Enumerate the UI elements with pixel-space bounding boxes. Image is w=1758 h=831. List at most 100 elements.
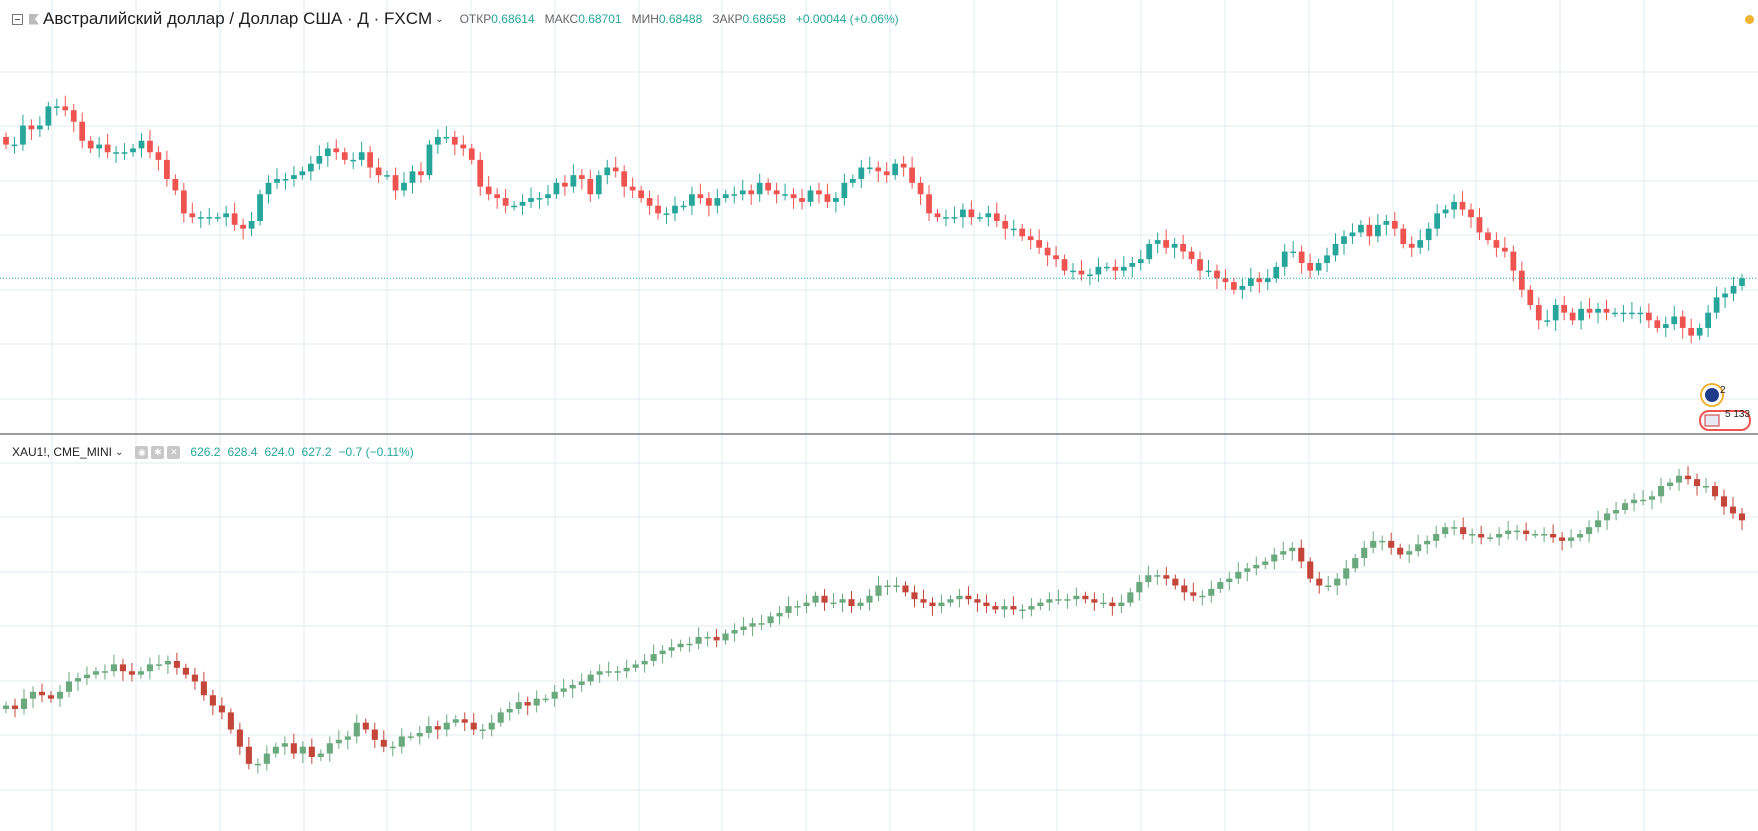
aud-candle[interactable] (545, 185, 551, 206)
aud-candle[interactable] (722, 189, 729, 203)
aud-candle[interactable] (401, 172, 407, 197)
aud-candle[interactable] (1510, 245, 1517, 282)
aud-candle[interactable] (180, 182, 187, 223)
xau-candle[interactable] (1208, 580, 1215, 603)
xau-candle[interactable] (659, 645, 666, 664)
aud-candle[interactable] (1612, 308, 1618, 318)
aud-candle[interactable] (1654, 315, 1661, 333)
xau-candle[interactable] (83, 666, 91, 685)
aud-candle[interactable] (206, 208, 213, 225)
xau-candle[interactable] (1604, 507, 1611, 530)
xau-candle[interactable] (695, 627, 702, 650)
xau-candle[interactable] (1082, 591, 1089, 604)
xau-candle[interactable] (1406, 544, 1413, 563)
aud-candle[interactable] (87, 136, 94, 154)
xau-candle[interactable] (713, 628, 720, 648)
xau-candle[interactable] (1451, 520, 1458, 536)
aud-candle[interactable] (257, 189, 263, 226)
aud-candle[interactable] (155, 146, 162, 171)
aud-candle[interactable] (1637, 306, 1644, 324)
aud-candle[interactable] (1561, 295, 1568, 321)
aud-candle[interactable] (375, 158, 382, 183)
aud-candle[interactable] (367, 146, 374, 179)
aud-candle[interactable] (917, 176, 924, 205)
aud-candle[interactable] (1146, 239, 1153, 264)
aud-candle[interactable] (739, 179, 746, 201)
xau-candle[interactable] (1019, 604, 1026, 620)
xau-candle[interactable] (830, 593, 837, 609)
xau-candle[interactable] (515, 692, 522, 715)
aud-candle[interactable] (147, 130, 153, 159)
xau-candle[interactable] (632, 660, 639, 672)
xau-candle[interactable] (776, 606, 783, 625)
aud-candle[interactable] (1468, 203, 1474, 228)
xau-candle[interactable] (263, 745, 270, 771)
aud-candle[interactable] (1629, 301, 1635, 319)
aud-candle[interactable] (307, 156, 314, 181)
aud-candle[interactable] (816, 182, 822, 204)
aud-candle[interactable] (121, 143, 128, 160)
aud-candle[interactable] (1442, 204, 1449, 218)
xau-candle[interactable] (1298, 539, 1305, 569)
xau-candle[interactable] (821, 588, 828, 611)
aud-candle[interactable] (1205, 259, 1212, 277)
event-markers[interactable]: 2 5 133 (1699, 383, 1751, 431)
aud-candle[interactable] (587, 169, 594, 202)
xau-candle[interactable] (488, 714, 495, 737)
notification-dot-icon[interactable] (1745, 15, 1754, 24)
aud-candle[interactable] (985, 205, 992, 227)
xau-candle[interactable] (749, 617, 756, 637)
xau-candle[interactable] (1226, 571, 1233, 591)
xau-candle[interactable] (1568, 529, 1575, 548)
xau-candle[interactable] (911, 585, 918, 608)
xau-candle[interactable] (1577, 529, 1584, 542)
xau-candle[interactable] (497, 708, 504, 727)
aud-candle[interactable] (900, 156, 907, 177)
secondary-symbol[interactable]: XAU1!, CME_MINI (12, 445, 113, 459)
xau-candle[interactable] (569, 679, 576, 698)
aud-candle[interactable] (1730, 276, 1737, 302)
xau-candle[interactable] (272, 742, 279, 758)
aud-candle[interactable] (333, 139, 340, 160)
xau-candle[interactable] (929, 597, 936, 616)
aud-candle[interactable] (460, 135, 467, 157)
xau-candle[interactable] (1109, 597, 1116, 616)
xau-candle[interactable] (1190, 582, 1197, 602)
aud-candle[interactable] (748, 184, 755, 205)
aud-candle[interactable] (1569, 308, 1576, 325)
flag-icon[interactable] (29, 13, 39, 25)
aud-candle[interactable] (435, 129, 441, 154)
aud-candle[interactable] (1281, 243, 1288, 277)
xau-candle[interactable] (704, 631, 711, 647)
xau-candle[interactable] (1729, 496, 1737, 519)
xau-candle[interactable] (893, 577, 900, 593)
aud-candle[interactable] (1603, 299, 1610, 321)
xau-candle[interactable] (2, 701, 10, 714)
aud-candle[interactable] (274, 168, 280, 189)
aud-candle[interactable] (883, 162, 890, 183)
xau-candle[interactable] (119, 658, 126, 681)
aud-candle[interactable] (578, 169, 585, 190)
aud-candle[interactable] (562, 175, 568, 196)
aud-candle[interactable] (646, 190, 653, 215)
xau-candle[interactable] (1550, 524, 1557, 543)
aud-candle[interactable] (976, 212, 983, 222)
aud-candle[interactable] (612, 156, 619, 178)
aud-candle[interactable] (943, 209, 949, 227)
aud-candle[interactable] (629, 177, 636, 199)
xau-candle[interactable] (1280, 541, 1287, 561)
aud-candle[interactable] (1485, 227, 1491, 245)
xau-candle[interactable] (560, 678, 567, 698)
xau-candle[interactable] (1702, 477, 1710, 493)
xau-candle[interactable] (1100, 593, 1107, 609)
aud-candle[interactable] (138, 133, 145, 158)
xau-candle[interactable] (902, 581, 909, 597)
aud-candle[interactable] (130, 143, 136, 157)
aud-candle[interactable] (1061, 254, 1068, 276)
aud-candle[interactable] (1044, 241, 1051, 267)
aud-candle[interactable] (468, 143, 475, 165)
aud-candle[interactable] (993, 202, 1000, 228)
xau-candle[interactable] (218, 697, 225, 720)
xau-candle[interactable] (1145, 565, 1152, 588)
